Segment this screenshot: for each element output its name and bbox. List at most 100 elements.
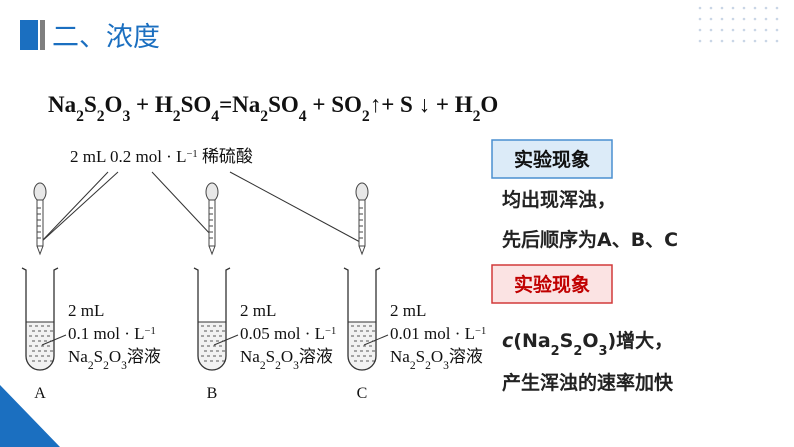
text-run: 3 — [443, 359, 449, 372]
dot — [731, 6, 735, 10]
text-run: O — [582, 330, 598, 352]
dot — [775, 6, 779, 10]
text-run: S — [84, 92, 97, 117]
dot — [698, 39, 702, 43]
text-run: −1 — [325, 326, 336, 337]
text-run: 2 — [425, 359, 431, 372]
text-run: −1 — [186, 149, 197, 160]
tube-label: Na2S2O3溶液 — [390, 347, 483, 372]
tube-letter: B — [207, 385, 218, 402]
dot — [775, 17, 779, 21]
dropper-tube — [358, 199, 366, 247]
dot — [742, 28, 746, 32]
dot — [742, 6, 746, 10]
text-run: −1 — [475, 326, 486, 337]
dot — [698, 17, 702, 21]
text-run: 稀硫酸 — [198, 147, 253, 166]
dot — [720, 6, 724, 10]
dot — [709, 17, 713, 21]
text-run: 2 mL 0.2 mol · L — [70, 147, 186, 166]
tube-label: 0.1 mol · L−1 — [68, 324, 156, 343]
liquid — [26, 322, 54, 370]
text-run: O — [431, 347, 443, 366]
tube-label: 0.05 mol · L−1 — [240, 324, 336, 343]
dot — [698, 28, 702, 32]
text-run: 2 — [275, 359, 281, 372]
text-run: 2 — [473, 108, 481, 125]
text-run: SO — [181, 92, 212, 117]
dot — [753, 6, 757, 10]
dot — [720, 28, 724, 32]
text-run: Na — [390, 347, 410, 366]
text-run: 溶液 — [299, 347, 333, 366]
header-bar — [40, 20, 45, 50]
observation-box — [491, 264, 613, 304]
text-run: 溶液 — [127, 347, 161, 366]
text-run: Na — [240, 347, 260, 366]
text-run: 2 — [551, 344, 560, 359]
text-run: 2 — [362, 108, 370, 125]
text-run: Na — [48, 92, 77, 117]
test-tube — [193, 267, 231, 371]
text-run: 先后顺序为A、B、C — [502, 228, 678, 251]
dot — [709, 39, 713, 43]
dropper-bulb — [205, 182, 219, 202]
dot — [742, 39, 746, 43]
observation-text: 产生浑浊的速率加快 — [502, 371, 674, 394]
text-run: O — [480, 92, 498, 117]
dot-pattern — [698, 6, 779, 43]
dot — [698, 6, 702, 10]
text-run: 2 — [260, 359, 266, 372]
text-run: S — [416, 347, 425, 366]
dot — [764, 17, 768, 21]
text-run: =Na — [219, 92, 261, 117]
dot — [753, 17, 757, 21]
pointer-line — [213, 334, 239, 346]
dot — [731, 39, 735, 43]
text-run: 3 — [122, 108, 130, 125]
reagent-label: 2 mL 0.2 mol · L−1 稀硫酸 — [70, 147, 253, 166]
test-tube — [343, 267, 381, 371]
tube-label: 2 mL — [390, 301, 426, 320]
dropper-bulb — [33, 182, 47, 202]
observation-heading: 实验现象 — [514, 273, 590, 296]
tube-label: 2 mL — [68, 301, 104, 320]
text-run: 2 — [173, 108, 181, 125]
text-run: (Na — [513, 330, 550, 352]
dot — [775, 28, 779, 32]
text-run: 4 — [299, 108, 307, 125]
text-run: 2 mL — [390, 301, 426, 320]
text-run: 0.05 mol · L — [240, 324, 325, 343]
equation: Na2S2O3 + H2SO4=Na2SO4 + SO2↑+ S ↓ + H2O — [48, 92, 498, 125]
text-run: O — [109, 347, 121, 366]
dropper-tip — [36, 245, 44, 256]
text-run: Na — [68, 347, 88, 366]
pointer-line — [363, 334, 389, 346]
pointer-line — [41, 334, 67, 346]
text-run: ↑+ S ↓ + H — [370, 92, 473, 117]
text-run: S — [560, 330, 574, 352]
text-run: c — [502, 330, 514, 352]
text-run: + SO — [307, 92, 362, 117]
text-run: 0.01 mol · L — [390, 324, 475, 343]
text-run: S — [266, 347, 275, 366]
text-run: )增大， — [607, 329, 673, 352]
dot — [764, 28, 768, 32]
text-run: + H — [130, 92, 173, 117]
text-run: 均出现浑浊， — [502, 188, 616, 211]
dropper-tip — [358, 245, 366, 256]
dot — [764, 39, 768, 43]
dot — [731, 17, 735, 21]
dot — [753, 39, 757, 43]
dropper-tip — [208, 245, 216, 256]
dot — [709, 28, 713, 32]
dot — [775, 39, 779, 43]
text-run: 2 — [103, 359, 109, 372]
dot — [709, 6, 713, 10]
text-run: 2 — [410, 359, 416, 372]
dot — [742, 17, 746, 21]
test-tube — [21, 267, 59, 371]
dot — [720, 39, 724, 43]
header-square — [20, 20, 38, 50]
